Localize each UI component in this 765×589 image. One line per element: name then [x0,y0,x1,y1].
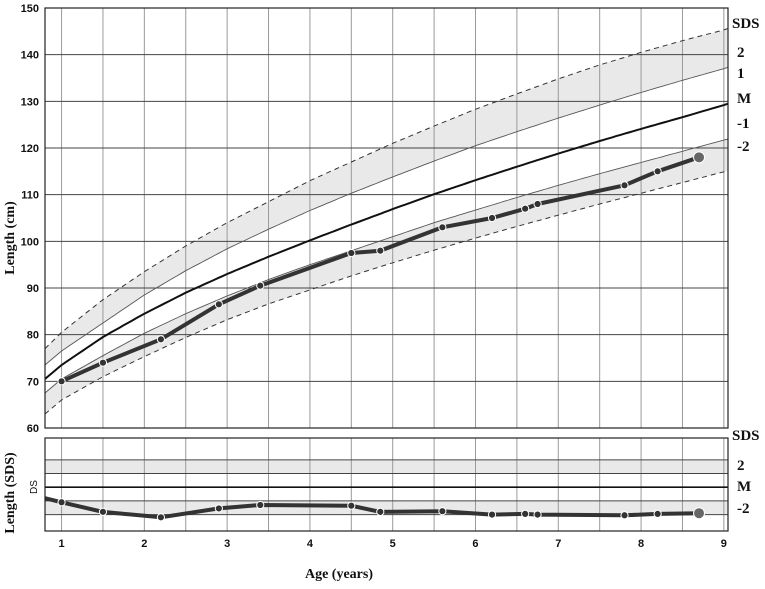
data-point [57,498,66,507]
x-tick-label: 3 [224,538,230,550]
band-upper [45,28,728,365]
data-point [693,507,706,520]
x-tick-label: 2 [141,538,147,550]
data-point [521,204,530,213]
data-point [98,358,108,367]
y-tick-label: 90 [27,283,39,295]
data-point [533,199,542,209]
data-point [347,248,356,258]
y-tick-label: 120 [21,143,39,155]
y-tick-label: 60 [27,423,39,435]
x-tick-label: 4 [307,538,314,550]
reference-label: M [737,479,751,495]
data-point [438,223,447,232]
data-point [653,167,662,176]
x-tick-label: 1 [58,538,64,550]
y-tick-label: 140 [21,50,39,62]
x-tick-label: 9 [721,538,727,550]
y-tick-label: 110 [21,190,39,202]
y-tick-label: 150 [21,3,39,15]
y-axis-title-bottom: Length (SDS) [3,452,18,534]
sds-band [45,500,728,515]
reference-curve [45,66,728,366]
data-point [438,507,447,516]
data-point [347,501,356,510]
y-tick-label: 130 [21,96,39,108]
reference-label: SDS [732,428,760,444]
x-tick-label: 6 [472,538,478,550]
length-cm-panel: 60 70 80 90 100 110 120 130 140 150 SDS 2 1 M -1 -2 [21,3,760,435]
axes-text: Age (years) Length (cm) Length (SDS) DS [3,201,373,582]
reference-label: 2 [737,45,745,61]
reference-curve [45,138,728,394]
x-tick-label: 7 [555,538,561,550]
data-point [214,504,223,513]
reference-curve [45,102,728,380]
data-point [693,151,706,164]
y-axis-title-top: Length (cm) [3,201,18,275]
data-point [156,335,166,344]
sds-band [45,459,728,474]
bottom-frame [44,437,729,532]
patient-line [60,155,700,384]
reference-label: -2 [737,501,750,517]
reference-label: 1 [737,66,745,82]
y-tick-label: 70 [27,376,39,388]
data-point [214,300,223,309]
data-point [256,500,265,510]
x-tick-label: 8 [638,538,644,550]
data-point [98,507,108,516]
data-point [487,510,497,519]
reference-curves [45,28,728,415]
data-point [376,246,385,255]
x-axis-title: Age (years) [305,567,373,582]
reference-label: SDS [732,16,760,32]
data-point [256,281,265,290]
data-point [521,509,530,519]
data-point [57,377,66,386]
y-tick-label: 100 [21,236,39,248]
length-sds-panel: 1 2 3 4 5 6 7 8 9 SDS 2 M -2 [44,428,760,550]
x-tick-label: 5 [390,538,396,550]
patient-series [57,151,706,386]
sds-series [45,496,706,522]
y-tick-label: 80 [27,330,39,342]
reference-label: -1 [737,116,750,132]
data-point [533,510,542,519]
band-lower [45,139,728,414]
data-point [653,509,662,519]
reference-curve [45,28,728,350]
data-point [620,181,629,190]
data-point [487,213,497,223]
data-point [620,511,629,520]
data-point [156,513,166,522]
reference-label: -2 [737,139,750,155]
reference-label: M [737,91,751,107]
sds-inner-label: DS [29,480,40,494]
reference-label: 2 [737,458,745,474]
shaded-bands [45,28,728,414]
data-point [376,507,385,516]
top-frame [44,7,729,429]
